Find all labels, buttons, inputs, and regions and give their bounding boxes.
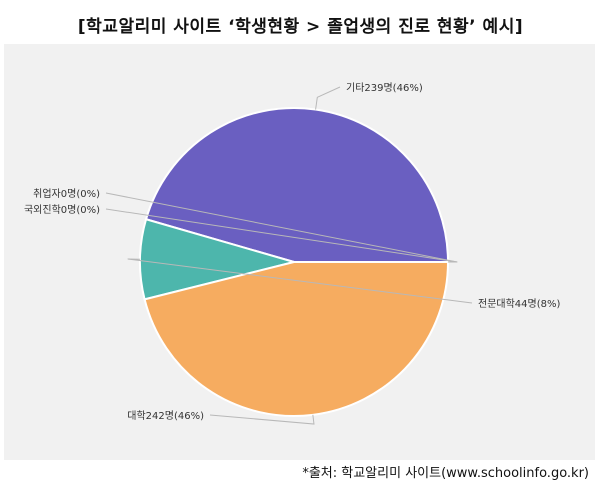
slice-label-1: 기타239명(46%) bbox=[346, 82, 423, 94]
leader-line-5 bbox=[105, 192, 458, 263]
slice-label-5: 취업자0명(0%) bbox=[33, 187, 100, 200]
slice-label-2: 전문대학44명(8%) bbox=[478, 298, 560, 310]
slice-label-3: 대학242명(46%) bbox=[127, 410, 204, 422]
pie-slice-1[interactable] bbox=[144, 107, 450, 263]
leader-line-1 bbox=[315, 86, 341, 110]
pie-slice-3[interactable] bbox=[143, 261, 450, 417]
leader-line-2 bbox=[127, 258, 473, 304]
source-note: *출처: 학교알리미 사이트(www.schoolinfo.go.kr) bbox=[302, 466, 589, 481]
page-title: [학교알리미 사이트 ‘학생현황 > 졸업생의 진로 현황’ 예시] bbox=[77, 17, 524, 37]
pie-chart: 기타239명(46%) 전문대학44명(8%) 대학242명(46%) 국외진학0명(… bbox=[24, 82, 560, 425]
slice-label-4: 국외진학0명(0%) bbox=[24, 204, 100, 216]
chart-panel: 기타239명(46%) 전문대학44명(8%) 대학242명(46%) 국외진학0명(… bbox=[4, 44, 595, 460]
leader-line-3 bbox=[209, 414, 315, 425]
